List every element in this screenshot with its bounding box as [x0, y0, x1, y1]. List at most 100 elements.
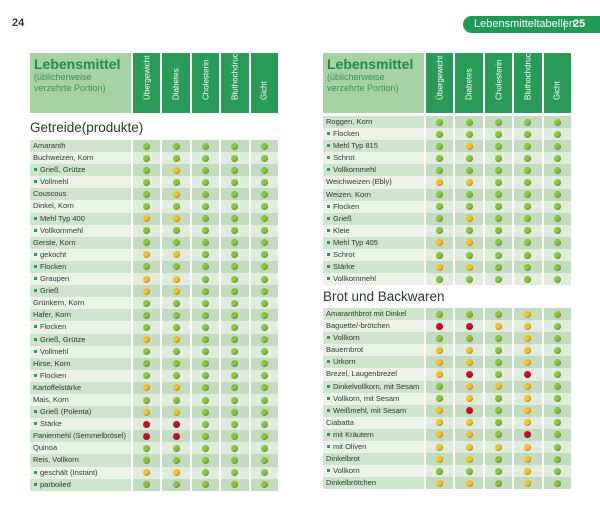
food-name-text: Stärke — [333, 262, 355, 272]
rating-dot-icon — [172, 420, 180, 428]
rating-cell — [543, 212, 572, 225]
food-name: mit Kräutern — [323, 428, 424, 442]
rating-cell — [426, 465, 454, 478]
rating-dot-icon — [172, 287, 180, 295]
rating-cell — [191, 164, 220, 177]
rating-cell — [191, 369, 220, 382]
rating-cell — [514, 416, 542, 429]
rating-cell — [162, 248, 190, 261]
table-row: Vollkornmehl — [30, 224, 279, 237]
food-name-text: Flocken — [333, 201, 360, 211]
rating-cell — [162, 236, 190, 249]
rating-dot-icon — [202, 408, 210, 416]
rating-cell — [543, 176, 572, 189]
rating-dot-icon — [524, 251, 532, 259]
rating-dot-icon — [260, 384, 268, 392]
rating-dot-icon — [143, 432, 151, 440]
rating-cell — [162, 164, 190, 177]
rating-dot-icon — [202, 166, 210, 174]
rating-dot-icon — [436, 431, 444, 439]
rating-cell — [191, 345, 220, 358]
bullet-icon — [327, 336, 330, 340]
rating-cell — [426, 308, 454, 321]
rating-dot-icon — [495, 275, 503, 283]
table-row: Amaranth — [30, 140, 279, 153]
rating-dot-icon — [524, 431, 532, 439]
rating-cell — [514, 224, 542, 237]
rating-cell — [484, 236, 513, 250]
rating-dot-icon — [553, 263, 561, 271]
rating-cell — [543, 428, 572, 442]
rating-cell — [133, 285, 161, 298]
rating-dot-icon — [465, 227, 473, 235]
rating-dot-icon — [495, 154, 503, 162]
rating-dot-icon — [143, 336, 151, 344]
bullet-icon — [34, 277, 37, 281]
rating-cell — [162, 285, 190, 298]
rating-dot-icon — [260, 275, 268, 283]
rating-dot-icon — [553, 334, 561, 342]
rating-cell — [455, 332, 483, 345]
rating-dot-icon — [202, 203, 210, 211]
food-name-text: Dinkelvollkorn, mit Sesam — [333, 381, 420, 391]
rating-cell — [221, 273, 249, 286]
rating-dot-icon — [143, 311, 151, 319]
rating-dot-icon — [436, 383, 444, 391]
rating-cell — [455, 188, 483, 201]
rating-cell — [221, 260, 249, 274]
rating-dot-icon — [231, 251, 239, 259]
header-subtitle: (üblicherweise — [34, 72, 92, 82]
rating-dot-icon — [553, 383, 561, 391]
rating-dot-icon — [172, 275, 180, 283]
table-row: Gerste, Korn — [30, 236, 279, 249]
column-header-label: Bluthochdruck — [230, 49, 240, 100]
rating-cell — [455, 200, 483, 213]
rating-cell — [426, 249, 454, 262]
column-header: Diabetes — [162, 53, 190, 113]
rating-cell — [191, 212, 220, 225]
food-name: Hafer, Korn — [30, 309, 131, 322]
rating-cell — [426, 332, 454, 345]
table-row: Kartoffelstärke — [30, 381, 279, 394]
table-row: Dinkelbrötchen — [323, 477, 572, 490]
rating-cell — [250, 406, 279, 419]
rating-dot-icon — [202, 227, 210, 235]
rating-cell — [514, 236, 542, 250]
rating-dot-icon — [524, 383, 532, 391]
table-row: Grieß, Grütze — [30, 164, 279, 177]
rating-cell — [250, 430, 279, 443]
rating-dot-icon — [143, 142, 151, 150]
rating-dot-icon — [202, 384, 210, 392]
food-name-text: Flocken — [40, 370, 67, 380]
rating-dot-icon — [495, 203, 503, 211]
table-row: Grieß — [30, 285, 279, 298]
rating-dot-icon — [172, 215, 180, 223]
section-title: Getreide(produkte) — [30, 120, 144, 135]
rating-dot-icon — [436, 467, 444, 475]
rating-cell — [250, 260, 279, 274]
rating-cell — [484, 380, 513, 393]
rating-dot-icon — [436, 154, 444, 162]
page-number-left: 24 — [12, 17, 25, 29]
rating-dot-icon — [172, 444, 180, 452]
rating-dot-icon — [202, 432, 210, 440]
food-name: Vollkornmehl — [323, 164, 424, 177]
rating-cell — [191, 442, 220, 455]
rating-dot-icon — [553, 419, 561, 427]
bullet-icon — [34, 349, 37, 353]
column-header: Bluthochdruck — [514, 49, 542, 113]
header-food-label: Lebensmittel (üblicherweise verzehrte Port… — [30, 53, 131, 113]
bullet-icon — [34, 180, 37, 184]
rating-dot-icon — [143, 239, 151, 247]
table-row: mit Kräutern — [323, 428, 572, 442]
food-name-text: Hirse, Korn — [33, 358, 71, 368]
table-row: Vollkorn — [323, 465, 572, 478]
bullet-icon — [327, 168, 330, 172]
rating-cell — [133, 200, 161, 213]
rating-cell — [221, 236, 249, 249]
rating-cell — [250, 321, 279, 334]
rating-cell — [514, 404, 542, 417]
column-header: Bluthochdruck — [221, 49, 249, 113]
rating-cell — [250, 454, 279, 467]
food-name-text: Hafer, Korn — [33, 310, 71, 320]
